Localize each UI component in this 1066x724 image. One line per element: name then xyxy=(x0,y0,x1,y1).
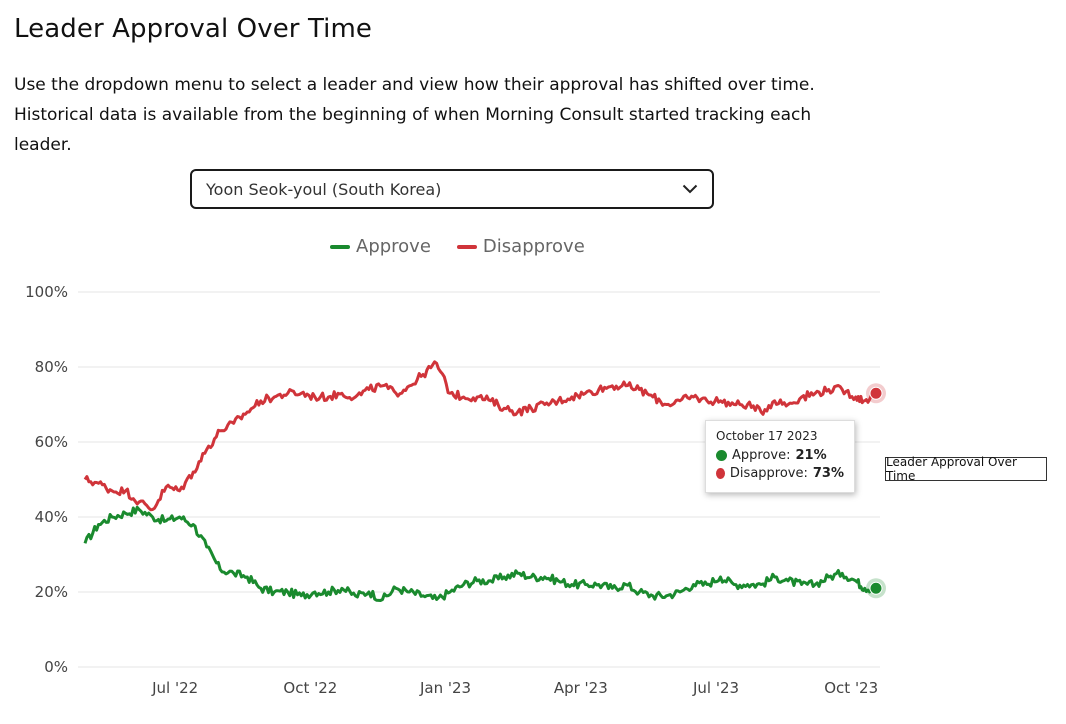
series-layer xyxy=(83,360,886,602)
tooltip-approve-value: 21% xyxy=(795,448,827,463)
label-layer: 0% 20% 40% 60% 80% 100% Jul '22 Oct '22 Jan '23 A… xyxy=(25,283,878,697)
side-label: Leader Approval Over Time xyxy=(885,455,1047,483)
legend-label-disapprove: Disapprove xyxy=(482,236,585,257)
x-tick-label: Jul '22 xyxy=(151,679,198,697)
tooltip-approve-label: Approve: xyxy=(732,448,791,463)
tooltip-disapprove-value: 73% xyxy=(812,466,844,481)
series-line-approve xyxy=(83,505,877,602)
legend-item-approve[interactable]: Approve xyxy=(330,236,431,257)
x-tick-label: Jan '23 xyxy=(419,679,471,697)
legend-swatch-approve xyxy=(330,244,350,249)
x-tick-label: Apr '23 xyxy=(554,679,608,697)
leader-dropdown-value: Yoon Seok-youl (South Korea) xyxy=(206,179,442,199)
endpoint-marker-approve[interactable] xyxy=(869,581,883,595)
tooltip-disapprove-label: Disapprove: xyxy=(729,466,808,481)
leader-dropdown[interactable]: Yoon Seok-youl (South Korea) xyxy=(190,169,714,209)
x-tick-label: Jul '23 xyxy=(692,679,739,697)
chevron-down-icon xyxy=(682,184,698,194)
chart-tooltip: October 17 2023 Approve: 21% Disapprove:… xyxy=(705,420,855,493)
series-line-disapprove xyxy=(83,360,878,512)
legend-swatch-disapprove xyxy=(456,244,477,249)
x-tick-label: Oct '23 xyxy=(824,679,878,697)
y-tick-label: 80% xyxy=(35,358,68,376)
tooltip-row-disapprove: Disapprove: 73% xyxy=(716,466,844,481)
x-tick-label: Oct '22 xyxy=(283,679,337,697)
tooltip-date: October 17 2023 xyxy=(716,429,818,443)
y-tick-label: 20% xyxy=(35,583,68,601)
y-tick-label: 60% xyxy=(35,433,68,451)
y-tick-label: 100% xyxy=(25,283,68,301)
chart-legend: Approve Disapprove xyxy=(330,236,585,257)
legend-item-disapprove[interactable]: Disapprove xyxy=(456,236,585,257)
page-intro: Use the dropdown menu to select a leader… xyxy=(14,75,815,155)
legend-label-approve: Approve xyxy=(356,236,431,257)
page-title: Leader Approval Over Time xyxy=(14,14,372,44)
tooltip-disapprove-dot xyxy=(716,468,725,479)
y-tick-label: 0% xyxy=(44,658,68,676)
y-tick-label: 40% xyxy=(35,508,68,526)
endpoint-marker-disapprove[interactable] xyxy=(869,386,883,400)
tooltip-approve-dot xyxy=(716,450,727,461)
tooltip-row-approve: Approve: 21% xyxy=(716,448,844,463)
